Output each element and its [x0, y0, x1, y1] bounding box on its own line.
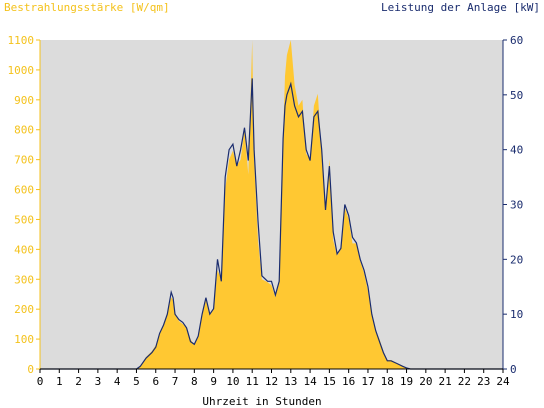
left-tick-label: 700 — [14, 154, 34, 167]
x-tick-label: 11 — [246, 375, 259, 388]
power-line — [40, 78, 503, 370]
right-tick-label: 20 — [510, 253, 523, 266]
left-tick-label: 500 — [14, 213, 34, 226]
x-tick-label: 7 — [172, 375, 179, 388]
x-tick-label: 16 — [342, 375, 355, 388]
right-tick-label: 30 — [510, 199, 523, 212]
x-tick-label: 22 — [458, 375, 471, 388]
left-tick-label: 800 — [14, 124, 34, 137]
x-tick-label: 23 — [477, 375, 490, 388]
right-tick-label: 60 — [510, 34, 523, 47]
x-tick-label: 13 — [284, 375, 297, 388]
right-axis-title: Leistung der Anlage [kW] — [381, 1, 540, 14]
left-tick-label: 1100 — [8, 34, 35, 47]
x-tick-label: 12 — [265, 375, 278, 388]
x-tick-label: 20 — [419, 375, 432, 388]
x-tick-label: 21 — [439, 375, 452, 388]
x-tick-label: 3 — [95, 375, 102, 388]
left-tick-label: 0 — [27, 363, 34, 376]
x-tick-label: 1 — [56, 375, 63, 388]
x-tick-label: 2 — [75, 375, 82, 388]
x-tick-label: 8 — [191, 375, 198, 388]
x-tick-label: 0 — [37, 375, 44, 388]
x-tick-label: 6 — [152, 375, 159, 388]
x-tick-label: 15 — [323, 375, 336, 388]
x-tick-label: 5 — [133, 375, 140, 388]
x-tick-label: 14 — [303, 375, 317, 388]
x-tick-label: 10 — [226, 375, 239, 388]
irradiance-area — [40, 40, 503, 369]
x-tick-label: 19 — [400, 375, 413, 388]
axes-layer — [36, 39, 507, 373]
right-tick-label: 40 — [510, 144, 523, 157]
x-axis-title: Uhrzeit in Stunden — [202, 395, 321, 408]
x-tick-label: 4 — [114, 375, 121, 388]
tick-labels-layer: 0100200300400500600700800900100011000102… — [8, 34, 524, 388]
left-tick-label: 100 — [14, 333, 34, 346]
left-tick-label: 400 — [14, 243, 34, 256]
left-tick-label: 200 — [14, 303, 34, 316]
right-tick-label: 0 — [510, 363, 517, 376]
x-tick-label: 24 — [496, 375, 510, 388]
left-axis-title: Bestrahlungsstärke [W/qm] — [4, 1, 170, 14]
left-tick-label: 600 — [14, 184, 34, 197]
right-tick-label: 50 — [510, 89, 523, 102]
right-tick-label: 10 — [510, 308, 523, 321]
x-tick-label: 18 — [381, 375, 394, 388]
power-line-layer — [40, 78, 503, 370]
left-tick-label: 900 — [14, 94, 34, 107]
irradiance-area-layer — [40, 40, 503, 369]
left-tick-label: 1000 — [8, 64, 35, 77]
x-tick-label: 17 — [361, 375, 374, 388]
left-tick-label: 300 — [14, 273, 34, 286]
x-tick-label: 9 — [210, 375, 217, 388]
